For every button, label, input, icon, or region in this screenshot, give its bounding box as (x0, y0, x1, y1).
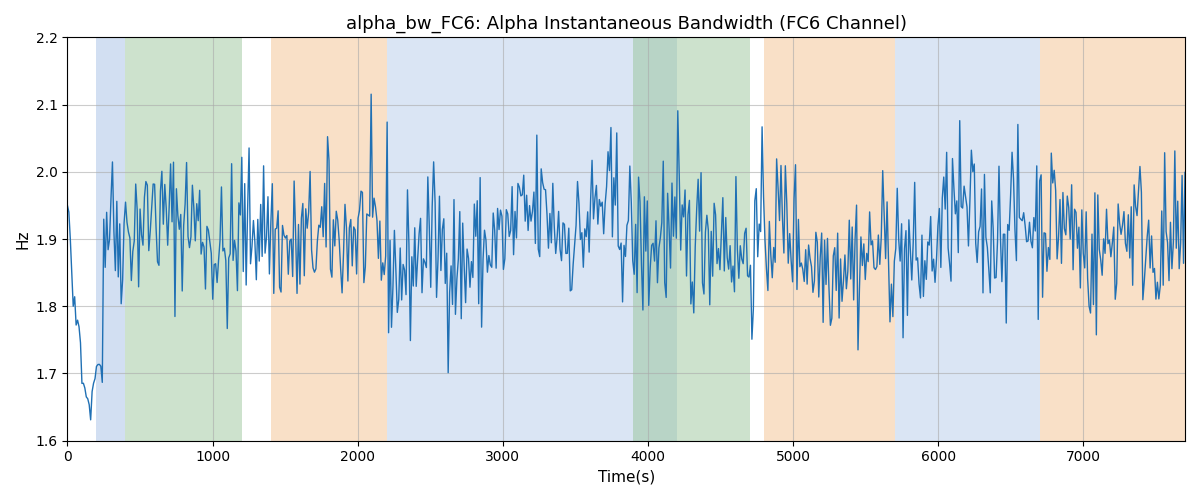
X-axis label: Time(s): Time(s) (598, 470, 655, 485)
Bar (271, 38, 386, 440)
Bar (634, 38, 750, 440)
Bar (764, 38, 895, 440)
Bar (386, 38, 634, 440)
Bar (634, 38, 677, 440)
Title: alpha_bw_FC6: Alpha Instantaneous Bandwidth (FC6 Channel): alpha_bw_FC6: Alpha Instantaneous Bandwi… (346, 15, 907, 34)
Bar (1040, 38, 1186, 440)
Bar (126, 38, 241, 440)
Bar (895, 38, 1040, 440)
Bar (96, 38, 126, 440)
Y-axis label: Hz: Hz (16, 230, 30, 249)
